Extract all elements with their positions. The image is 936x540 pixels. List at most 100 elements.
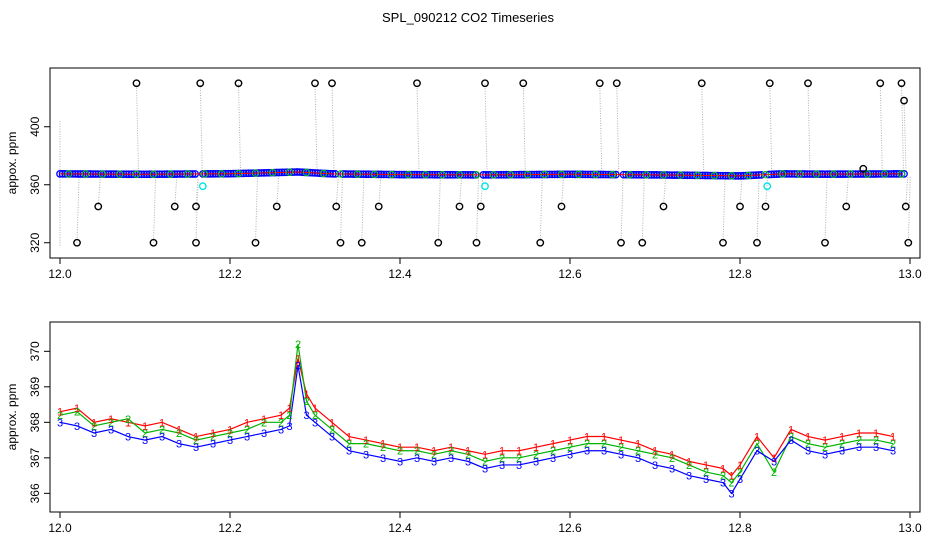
top-outlier-point xyxy=(94,202,103,211)
top-overlay-point xyxy=(608,170,617,179)
top-spike-line xyxy=(756,178,760,243)
bottom-point-label-3: 3 xyxy=(890,446,896,458)
top-overlay-point xyxy=(778,170,787,178)
bottom-point-label-3: 3 xyxy=(286,421,292,433)
bottom-point-label-2: 2 xyxy=(312,410,318,422)
bottom-point-label-1: 1 xyxy=(329,417,335,429)
bottom-point-label-1: 1 xyxy=(346,432,352,444)
bottom-point-label-3: 3 xyxy=(703,474,709,486)
bottom-point-label-3: 3 xyxy=(261,428,267,440)
bottom-plot-frame xyxy=(49,321,921,513)
top-plot-frame xyxy=(49,67,921,259)
bottom-point-label-3: 3 xyxy=(380,453,386,465)
top-outlier-point xyxy=(192,202,200,211)
top-outlier-point xyxy=(897,79,906,88)
bottom-axes: 12.0 12.2 12.4 12.6 12.8 13.0 366 367 368 369 370 xyxy=(28,341,922,535)
top-outlier-point xyxy=(804,79,812,88)
bottom-point-label-3: 3 xyxy=(856,442,862,454)
top-outlier-point xyxy=(821,238,829,247)
top-outlier-point xyxy=(617,238,625,247)
bottom-point-label-1: 1 xyxy=(686,456,692,468)
top-overlay-point xyxy=(659,171,668,179)
top-overlay-point xyxy=(506,171,515,179)
bottom-point-label-1: 1 xyxy=(108,414,114,426)
top-spike-line xyxy=(722,178,726,243)
top-spike-line xyxy=(620,177,624,243)
top-overlay-point xyxy=(115,170,124,178)
top-spike-line xyxy=(641,177,645,243)
bottom-point-label-1: 1 xyxy=(465,446,471,458)
bottom-point-label-3: 3 xyxy=(873,442,879,454)
top-overlay-point xyxy=(217,170,226,178)
top-overlay-point xyxy=(98,170,107,178)
bottom-point-label-1: 1 xyxy=(584,432,590,444)
bottom-point-label-1: 1 xyxy=(873,428,879,440)
top-spike-line xyxy=(331,83,335,171)
bottom-y-tick-label: 368 xyxy=(28,412,42,432)
bottom-point-label-3: 3 xyxy=(74,421,80,433)
top-spike-line xyxy=(879,83,883,171)
bottom-point-label-2: 2 xyxy=(91,421,97,433)
bottom-point-label-2: 2 xyxy=(822,442,828,454)
bottom-point-label-3: 3 xyxy=(227,435,233,447)
bottom-point-label-1: 1 xyxy=(244,417,250,429)
bottom-point-label-1: 1 xyxy=(159,417,165,429)
bottom-point-label-2: 2 xyxy=(295,339,301,351)
top-overlay-point xyxy=(302,168,311,177)
top-overlay-point xyxy=(625,171,634,179)
top-outlier-point xyxy=(192,238,200,247)
bottom-point-label-1: 1 xyxy=(839,432,845,444)
top-outlier-point xyxy=(638,238,647,247)
top-overlay-point xyxy=(200,170,209,178)
bottom-point-label-3: 3 xyxy=(601,446,607,458)
bottom-point-label-3: 3 xyxy=(346,446,352,458)
bottom-point-label-2: 2 xyxy=(193,435,199,447)
top-overlay-point xyxy=(404,170,413,179)
bottom-point-label-2: 2 xyxy=(788,432,794,444)
bottom-point-label-1: 1 xyxy=(499,446,505,458)
bottom-point-label-3: 3 xyxy=(669,463,675,475)
top-outlier-point xyxy=(659,202,668,211)
top-overlay-point xyxy=(438,171,447,179)
bottom-point-label-3: 3 xyxy=(686,471,692,483)
bottom-point-label-3: 3 xyxy=(652,460,658,472)
bottom-point-label-3: 3 xyxy=(788,435,794,447)
bottom-point-label-3: 3 xyxy=(465,456,471,468)
bottom-point-label-1: 1 xyxy=(856,428,862,440)
bottom-point-label-1: 1 xyxy=(380,439,386,451)
top-overlay-point xyxy=(812,170,821,178)
bottom-point-label-3: 3 xyxy=(805,446,811,458)
top-spike-line xyxy=(199,83,203,171)
bottom-point-label-1: 1 xyxy=(91,417,97,429)
bottom-point-label-1: 1 xyxy=(303,389,309,401)
bottom-point-label-3: 3 xyxy=(584,446,590,458)
top-outlier-point xyxy=(311,79,319,88)
top-overlay-point xyxy=(183,170,192,178)
bottom-point-label-2: 2 xyxy=(57,410,63,422)
top-overlay-point xyxy=(472,171,481,179)
bottom-point-label-3: 3 xyxy=(618,449,624,461)
top-overlay-point xyxy=(540,170,549,179)
bottom-point-label-2: 2 xyxy=(873,435,879,447)
bottom-point-label-2: 2 xyxy=(550,446,556,458)
bottom-point-label-1: 1 xyxy=(57,407,63,419)
top-outlier-point xyxy=(251,238,260,247)
top-outlier-point xyxy=(332,202,341,211)
bottom-y-tick-label: 367 xyxy=(28,448,42,468)
top-overlay-point xyxy=(523,170,532,179)
bottom-point-label-1: 1 xyxy=(601,432,607,444)
bottom-point-label-3: 3 xyxy=(839,446,845,458)
bottom-point-label-3: 3 xyxy=(363,449,369,461)
top-overlay-point xyxy=(727,172,736,180)
top-spike-line xyxy=(476,177,479,243)
bottom-point-label-3: 3 xyxy=(244,432,250,444)
top-overlay-point xyxy=(642,171,651,179)
bottom-point-label-3: 3 xyxy=(312,417,318,429)
bottom-point-label-1: 1 xyxy=(448,442,454,454)
top-outlier-point xyxy=(170,202,179,211)
top-spike-line xyxy=(807,83,811,172)
top-outlier-point xyxy=(234,79,243,88)
bottom-point-label-3: 3 xyxy=(499,460,505,472)
bottom-point-label-2: 2 xyxy=(244,424,250,436)
